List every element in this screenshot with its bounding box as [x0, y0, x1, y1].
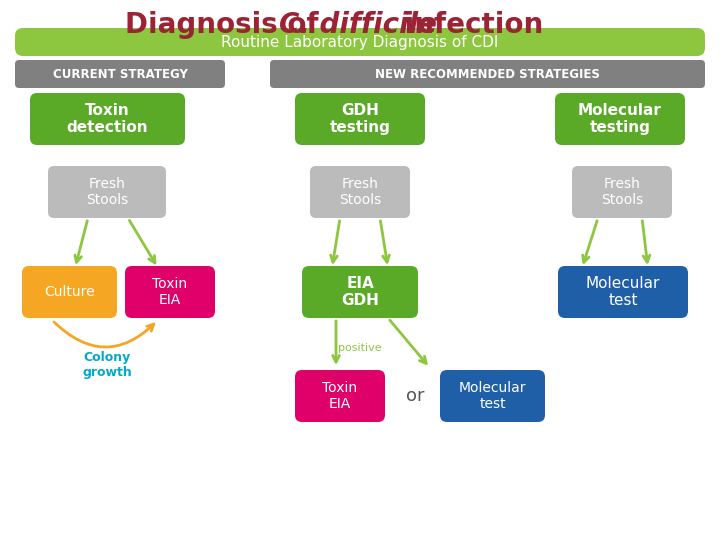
Text: Diagnosis of: Diagnosis of — [125, 11, 328, 39]
Text: NEW RECOMMENDED STRATEGIES: NEW RECOMMENDED STRATEGIES — [375, 68, 600, 80]
Text: Colony
growth: Colony growth — [82, 351, 132, 379]
Text: Toxin
EIA: Toxin EIA — [153, 277, 188, 307]
FancyBboxPatch shape — [15, 28, 705, 56]
FancyBboxPatch shape — [48, 166, 166, 218]
FancyBboxPatch shape — [558, 266, 688, 318]
FancyBboxPatch shape — [22, 266, 117, 318]
Text: infection: infection — [395, 11, 544, 39]
Text: Toxin
detection: Toxin detection — [67, 103, 148, 135]
FancyBboxPatch shape — [295, 370, 385, 422]
FancyBboxPatch shape — [30, 93, 185, 145]
Text: Culture: Culture — [44, 285, 95, 299]
Text: Toxin
EIA: Toxin EIA — [323, 381, 358, 411]
Text: or: or — [406, 387, 424, 405]
Text: Fresh
Stools: Fresh Stools — [86, 177, 128, 207]
FancyBboxPatch shape — [295, 93, 425, 145]
FancyBboxPatch shape — [125, 266, 215, 318]
Text: Molecular
test: Molecular test — [459, 381, 526, 411]
Text: Molecular
testing: Molecular testing — [578, 103, 662, 135]
Text: GDH
testing: GDH testing — [330, 103, 390, 135]
Text: positive: positive — [338, 343, 382, 353]
FancyBboxPatch shape — [302, 266, 418, 318]
Text: CURRENT STRATEGY: CURRENT STRATEGY — [53, 68, 187, 80]
FancyBboxPatch shape — [555, 93, 685, 145]
FancyBboxPatch shape — [440, 370, 545, 422]
FancyBboxPatch shape — [15, 60, 225, 88]
Text: Fresh
Stools: Fresh Stools — [339, 177, 381, 207]
Text: EIA
GDH: EIA GDH — [341, 276, 379, 308]
FancyBboxPatch shape — [572, 166, 672, 218]
Text: Routine Laboratory Diagnosis of CDI: Routine Laboratory Diagnosis of CDI — [221, 35, 499, 50]
Text: Fresh
Stools: Fresh Stools — [601, 177, 643, 207]
FancyBboxPatch shape — [270, 60, 705, 88]
FancyBboxPatch shape — [310, 166, 410, 218]
Text: C. difficile: C. difficile — [279, 11, 437, 39]
Text: Molecular
test: Molecular test — [586, 276, 660, 308]
